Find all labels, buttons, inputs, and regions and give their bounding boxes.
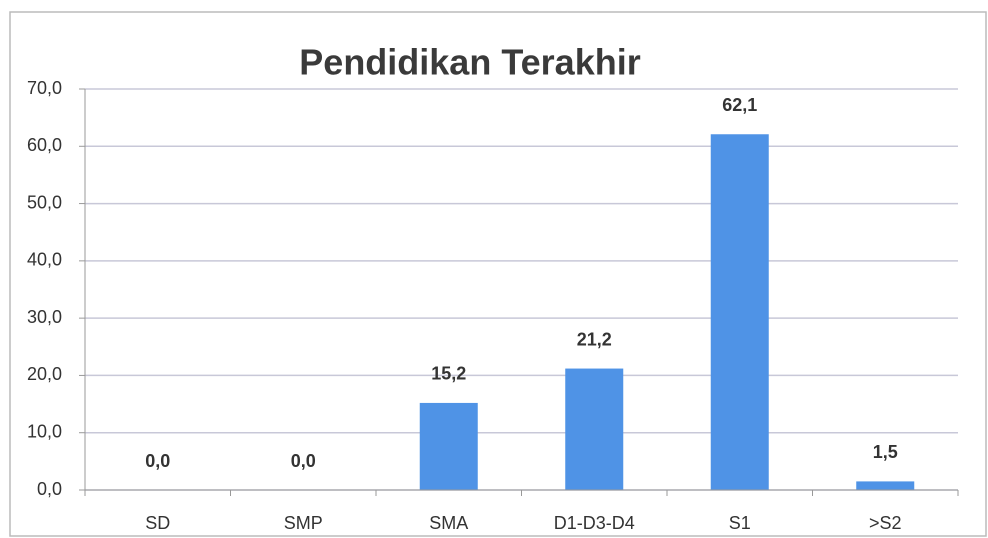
x-tick-label: SMP — [284, 513, 323, 533]
x-tick-label: S1 — [729, 513, 751, 533]
data-label: 21,2 — [577, 329, 612, 349]
bar — [565, 368, 624, 490]
y-tick-label: 10,0 — [27, 421, 62, 441]
chart-title: Pendidikan Terakhir — [299, 42, 640, 83]
bar — [710, 134, 769, 490]
y-tick-label: 20,0 — [27, 364, 62, 384]
chart-frame — [9, 11, 987, 537]
y-tick-label: 0,0 — [37, 479, 62, 499]
bar — [419, 402, 478, 490]
data-label: 0,0 — [291, 451, 316, 471]
y-tick-label: 60,0 — [27, 135, 62, 155]
x-tick-label: >S2 — [869, 513, 902, 533]
data-label: 15,2 — [431, 364, 466, 384]
bar — [856, 481, 915, 490]
data-label: 0,0 — [145, 451, 170, 471]
x-tick-label: D1-D3-D4 — [554, 513, 635, 533]
x-tick-label: SMA — [429, 513, 468, 533]
y-tick-label: 70,0 — [27, 78, 62, 98]
data-label: 62,1 — [722, 95, 757, 115]
y-tick-label: 50,0 — [27, 192, 62, 212]
y-tick-label: 40,0 — [27, 250, 62, 270]
y-tick-label: 30,0 — [27, 307, 62, 327]
data-label: 1,5 — [873, 442, 898, 462]
x-tick-label: SD — [145, 513, 170, 533]
